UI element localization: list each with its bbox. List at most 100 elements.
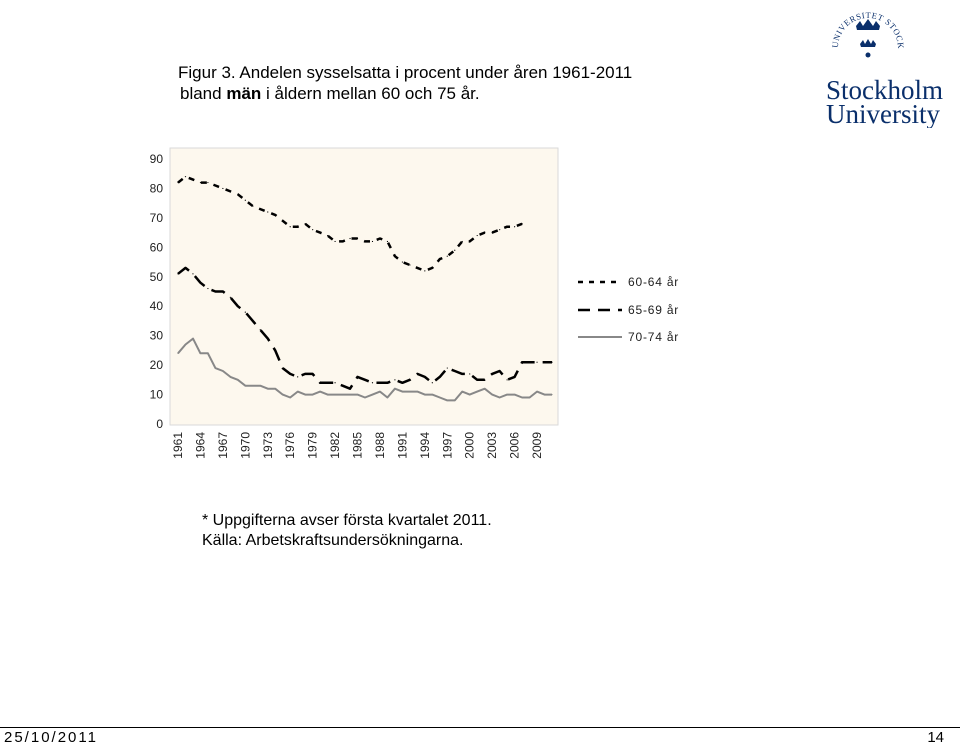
data-point (192, 338, 194, 340)
data-point (543, 393, 546, 396)
title-line-2-pre: bland (180, 84, 227, 103)
data-point (528, 396, 531, 399)
data-point (259, 329, 261, 331)
y-axis: 0 10 20 30 40 50 60 70 80 90 (150, 152, 164, 431)
data-point (469, 373, 471, 375)
data-point (521, 396, 523, 399)
legend-label-2: 65-69 år (628, 303, 679, 317)
data-point (409, 264, 411, 266)
logo-name-line1: Stockholm (826, 75, 943, 105)
data-point (184, 267, 187, 269)
data-point (499, 229, 501, 231)
data-point (514, 376, 516, 378)
data-point (371, 240, 374, 243)
data-point (349, 237, 351, 240)
data-point (282, 220, 284, 222)
data-point (416, 267, 418, 269)
data-point (207, 352, 209, 354)
data-point (469, 240, 471, 243)
data-point (499, 370, 501, 372)
x-tick-label: 2009 (530, 432, 544, 459)
data-point (364, 240, 366, 243)
crown-icon (856, 19, 880, 58)
data-point (394, 388, 396, 390)
data-point (386, 240, 389, 243)
title-line-2-post: i åldern mellan 60 och 75 år. (261, 84, 480, 103)
data-point (214, 290, 216, 293)
data-point (289, 226, 291, 228)
data-point (312, 229, 314, 231)
data-point (356, 237, 359, 240)
data-point (506, 226, 508, 228)
data-point (364, 379, 366, 381)
data-point (259, 208, 261, 210)
x-tick-label: 2006 (508, 432, 522, 459)
data-point (424, 270, 426, 272)
data-point (304, 223, 306, 225)
stockholm-university-logo: UNIVERSITET STOCKHOLMS Stockholm Univers… (822, 4, 943, 128)
data-point (229, 296, 231, 298)
y-tick-label: 50 (150, 270, 164, 284)
data-point (416, 391, 418, 393)
x-tick-label: 1982 (328, 432, 342, 459)
data-point (364, 396, 366, 399)
data-point (207, 287, 209, 290)
y-tick-label: 10 (150, 388, 164, 402)
data-point (551, 393, 553, 396)
data-point (379, 237, 381, 240)
x-tick-label: 1973 (261, 432, 275, 459)
data-point (177, 352, 179, 354)
footnote-line-1: * Uppgifterna avser första kvartalet 201… (202, 512, 492, 529)
title-line-2: bland män i åldern mellan 60 och 75 år. (178, 83, 738, 104)
data-point (289, 373, 291, 375)
y-tick-label: 40 (150, 299, 164, 313)
data-point (514, 393, 516, 396)
data-point (446, 367, 448, 369)
data-point (304, 393, 306, 396)
data-point (229, 376, 231, 378)
data-point (334, 393, 336, 396)
data-point (371, 382, 374, 384)
x-tick-label: 2003 (485, 432, 499, 459)
data-point (237, 193, 239, 195)
data-point (394, 379, 396, 381)
data-point (551, 361, 553, 363)
data-point (199, 352, 202, 354)
y-tick-label: 70 (150, 211, 164, 225)
title-line-1: Figur 3. Andelen sysselsatta i procent u… (178, 63, 633, 82)
data-point (401, 382, 403, 384)
data-point (476, 234, 478, 237)
data-point (334, 382, 336, 384)
data-point (252, 320, 254, 322)
data-point (484, 232, 486, 234)
data-point (424, 376, 426, 378)
x-tick-label: 1991 (395, 432, 409, 459)
data-point (341, 385, 344, 387)
footnote: * Uppgifterna avser första kvartalet 201… (202, 511, 492, 551)
data-point (177, 273, 179, 275)
data-point (431, 393, 433, 396)
data-point (499, 396, 501, 399)
data-point (199, 282, 202, 284)
x-tick-label: 1979 (306, 432, 320, 459)
data-point (491, 373, 493, 375)
data-point (312, 393, 314, 396)
data-point (222, 370, 224, 372)
x-tick-label: 1964 (193, 432, 207, 459)
data-point (327, 234, 329, 237)
data-point (476, 391, 478, 393)
data-point (341, 240, 344, 243)
data-point (439, 376, 441, 378)
y-tick-label: 60 (150, 240, 164, 254)
data-point (514, 226, 516, 228)
data-point (431, 267, 433, 269)
data-point (334, 240, 336, 243)
data-point (341, 393, 344, 396)
series-group (177, 175, 553, 402)
data-point (409, 379, 411, 381)
data-point (461, 240, 463, 243)
data-point (289, 396, 291, 399)
data-point (274, 214, 276, 216)
legend-label-3: 70-74 år (628, 330, 679, 344)
